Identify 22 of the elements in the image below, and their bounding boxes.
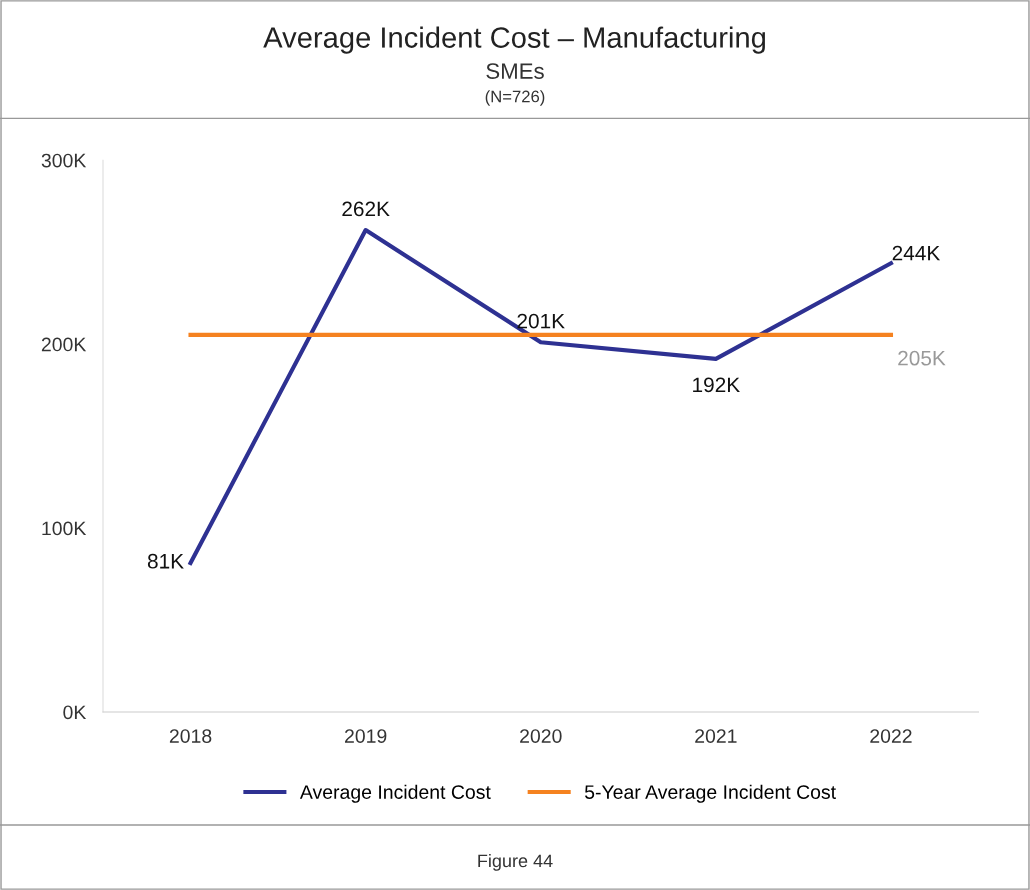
- y-tick-label: 300K: [41, 153, 87, 168]
- legend-label: 5-Year Average Incident Cost: [584, 784, 836, 803]
- data-label: 244K: [892, 245, 941, 261]
- data-label: 81K: [147, 553, 184, 569]
- legend-label: Average Incident Cost: [299, 784, 491, 803]
- data-label: 201K: [517, 313, 565, 329]
- x-tick-label: 2018: [169, 729, 212, 743]
- caption: Figure 44: [478, 853, 553, 871]
- y-tick-label: 100K: [42, 521, 87, 536]
- chart-title: Average Incident Cost – Manufacturing: [263, 26, 765, 54]
- data-label: 205K: [898, 350, 946, 366]
- x-tick-label: 2019: [345, 729, 387, 743]
- data-label: 192K: [693, 377, 740, 393]
- y-tick-label: 0K: [63, 705, 87, 720]
- x-tick-label: 2021: [695, 729, 737, 743]
- text: (N=726): [485, 90, 545, 106]
- data-label: 262K: [342, 201, 390, 217]
- x-tick-label: 2022: [870, 729, 912, 743]
- x-tick-label: 2020: [520, 729, 562, 743]
- line-series: [188, 228, 894, 566]
- y-tick-label: 200K: [41, 337, 87, 352]
- chart-subtitle: SMEs: [486, 63, 544, 79]
